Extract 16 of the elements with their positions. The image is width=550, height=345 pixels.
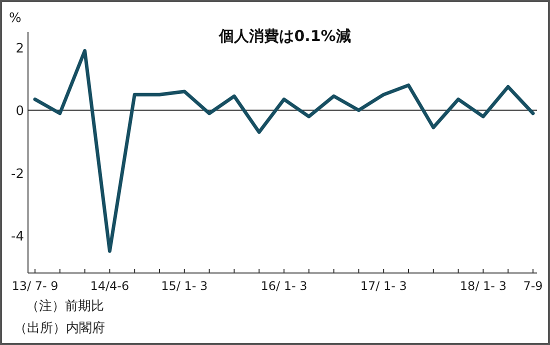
chart-title: 個人消費は0.1%減 bbox=[218, 27, 351, 45]
text: （注）前期比 bbox=[26, 299, 104, 314]
x-tick-label: 15/ 1- 3 bbox=[161, 279, 208, 293]
x-tick-label: 16/ 1- 3 bbox=[260, 279, 308, 293]
line-series bbox=[33, 49, 535, 253]
y-tick-label: 2 bbox=[16, 42, 24, 57]
y-tick-label: 0 bbox=[16, 104, 24, 120]
x-tick-label: 13/ 7- 9 bbox=[12, 279, 58, 293]
x-tick-label: 17/ 1- 3 bbox=[360, 279, 407, 293]
x-tick-label: 18/ 1- 3 bbox=[460, 279, 506, 293]
y-tick-label: -4 bbox=[11, 229, 24, 244]
x-tick-label: 14/4-6 bbox=[90, 279, 130, 293]
y-axis-title: % bbox=[9, 11, 22, 26]
text: （出所）内閣府 bbox=[14, 320, 105, 336]
x-tick-label: 7-9 bbox=[523, 279, 543, 293]
y-tick-label: -2 bbox=[11, 166, 24, 182]
